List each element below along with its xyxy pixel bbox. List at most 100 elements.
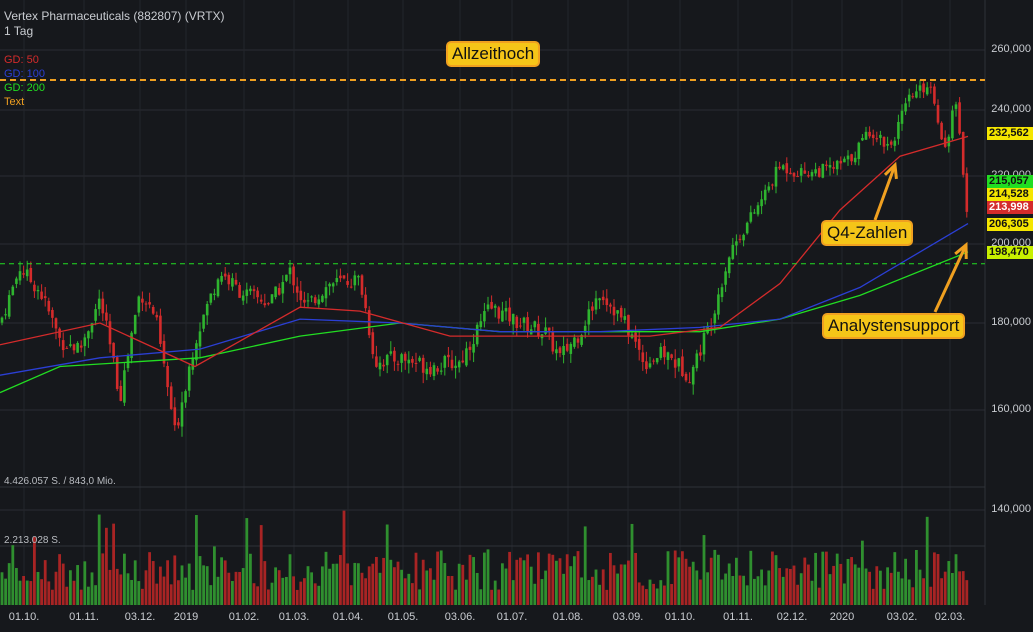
annotation-analystensupport: Analystensupport [822,313,966,339]
candle-body [493,305,497,308]
chart-period: 1 Tag [4,24,34,38]
candle-body [36,290,40,292]
volume-bar [832,565,835,605]
candle-body [141,298,144,303]
candle-body [396,363,400,365]
volume-bar [576,551,580,605]
volume-bar [792,565,796,605]
volume-bar [727,563,731,605]
volume-bar [951,573,954,605]
volume-bar [130,579,133,605]
candle-body [817,168,821,177]
volume-bar [900,578,904,605]
volume-bar [627,560,630,605]
volume-bar [292,576,295,605]
volume-bar [209,585,213,605]
candle-body [627,314,630,336]
candle-body [659,346,663,358]
candle-body [673,359,677,368]
annotation-arrows [873,161,968,313]
candle-body [904,103,907,112]
candle-body [105,312,108,321]
volume-bar [303,578,306,605]
price-box: 198,470 [987,246,1033,259]
volume-bar [490,589,493,605]
volume-bar [497,589,501,605]
ma-50-line [0,135,969,368]
candle-body [558,347,562,354]
candle-body [123,370,126,403]
candle-body [958,102,961,134]
x-tick-label: 01.11. [723,611,753,623]
volume-bar [112,523,115,605]
volume-bar [501,563,504,605]
volume-bar [598,584,601,605]
candle-body [756,205,760,215]
candle-body [796,176,799,178]
candle-body [97,298,101,310]
candle-body [450,359,454,369]
candle-body [774,166,778,187]
volume-bar [821,551,825,605]
x-tick-label: 01.05. [387,611,419,623]
candle-body [889,141,893,145]
volume-bar [533,583,537,605]
candle-body [565,343,569,351]
volume-bar [335,563,339,605]
candle-body [619,307,623,318]
candle-body [439,370,443,372]
volume-bar [828,574,832,605]
volume-bar [231,581,234,605]
candle-body [720,287,724,298]
candle-body [227,274,231,285]
volume-bar [389,559,393,605]
volume-bar [15,567,18,605]
volume-bar [205,566,209,605]
candle-body [695,353,699,369]
candle-body [25,269,29,277]
candle-body [763,189,767,201]
candle-body [925,87,929,95]
volume-bar [634,552,637,605]
candle-body [616,310,619,314]
volume-bar [691,561,695,605]
candle-body [177,422,180,426]
volume-bar [767,570,771,605]
candle-body [202,314,205,329]
candle-body [828,165,832,168]
volume-bar [277,570,281,605]
volume-bar [429,568,432,605]
candle-body [447,354,450,358]
volume-bar [411,583,414,605]
volume-bar [569,566,573,605]
volume-bar [709,557,713,605]
candle-body [835,160,839,170]
candle-body [137,296,141,313]
volume-bar [101,553,105,605]
volume-bar [526,554,529,605]
volume-bar [609,552,612,605]
volume-bar [519,557,522,605]
volume-bar [958,571,961,605]
volume-bar [652,583,655,605]
candle-body [112,342,115,359]
grid [0,0,986,605]
volume-bar [0,572,4,605]
candle-body [241,295,245,301]
x-tick-label: 2019 [173,611,199,623]
volume-bar [799,573,803,605]
volume-bar [94,585,97,605]
arrow-support-head [954,241,968,260]
candle-body [375,356,378,367]
candle-body [526,317,529,332]
volume-bar [461,564,465,605]
arrow-q4-head [883,161,898,180]
candle-body [753,212,756,214]
volume-bar [540,579,544,605]
volume-bar [641,585,645,605]
volume-bar [911,587,915,605]
volume-bar [241,568,245,605]
candle-body [4,314,7,316]
volume-bar [925,516,929,605]
candle-body [313,297,317,304]
